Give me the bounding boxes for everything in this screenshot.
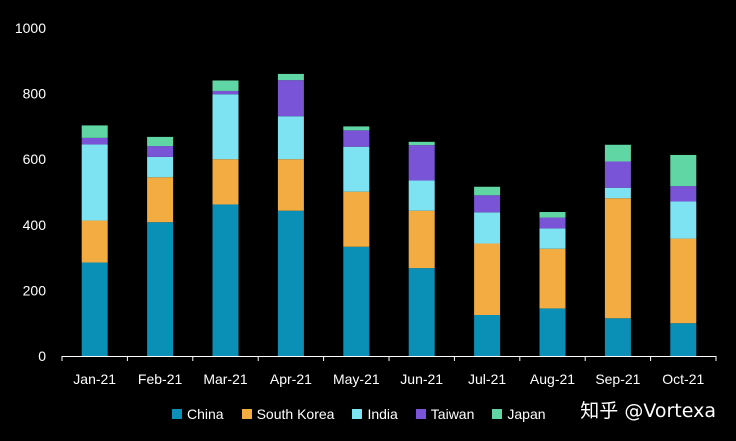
x-tick-label: Oct-21 [662, 371, 704, 387]
bar-segment-china [81, 262, 108, 356]
bar-segment-taiwan [147, 146, 174, 157]
bar-segment-japan [343, 126, 370, 131]
bar-segment-china [277, 210, 304, 356]
bar-segment-japan [212, 80, 239, 91]
bar-segment-india [343, 146, 370, 192]
bar-segment-japan [474, 186, 501, 196]
bar-segment-china [604, 318, 631, 356]
watermark: 知乎 @Vortexa [580, 400, 716, 422]
x-tick-label: Apr-21 [270, 371, 312, 387]
bar-segment-south-korea [408, 210, 435, 269]
bar-segment-south-korea [539, 248, 566, 309]
legend-item-japan: Japan [492, 406, 546, 422]
legend-item-india: India [352, 406, 398, 422]
x-tick-label: Mar-21 [203, 371, 248, 387]
bar-segment-japan [670, 154, 697, 187]
legend-label: South Korea [256, 406, 335, 422]
bar-segment-india [212, 94, 239, 160]
bar-segment-india [539, 228, 566, 249]
bar-segment-taiwan [212, 90, 239, 95]
bar-segment-china [343, 246, 370, 356]
y-tick-label: 200 [23, 282, 47, 298]
bar-segment-taiwan [408, 145, 435, 181]
legend-item-china: China [172, 406, 224, 422]
bar-segment-south-korea [343, 191, 370, 247]
legend-item-south-korea: South Korea [241, 406, 335, 422]
bar-segment-south-korea [81, 220, 108, 263]
y-tick-label: 800 [23, 86, 47, 102]
y-tick-label: 0 [38, 348, 46, 364]
bar-segment-china [212, 204, 239, 356]
x-axis-ticks: Jan-21 Feb-21 Mar-21 Apr-21 May-21 Jun-21 Jul-… [61, 356, 717, 387]
bar-segment-india [474, 212, 501, 244]
bar-segment-india [81, 144, 108, 221]
x-tick-label: May-21 [333, 371, 380, 387]
x-tick-label: Jul-21 [468, 371, 506, 387]
y-tick-label: 1000 [15, 20, 46, 36]
legend-label: China [187, 406, 224, 422]
bar-segment-japan [147, 136, 174, 147]
bar-segment-south-korea [474, 243, 501, 315]
bar-segment-south-korea [212, 159, 239, 205]
bar-segment-taiwan [604, 161, 631, 188]
x-tick-label: Sep-21 [595, 371, 640, 387]
bar-segment-south-korea [277, 159, 304, 211]
bar-segment-taiwan [474, 195, 501, 213]
bar-segment-india [277, 116, 304, 160]
bar-segment-india [604, 187, 631, 199]
legend-label: Japan [507, 406, 546, 422]
legend-swatch [352, 409, 363, 419]
bar-segment-japan [408, 141, 435, 146]
bar-segment-taiwan [539, 217, 566, 229]
bar-segment-japan [81, 125, 108, 138]
y-tick-label: 600 [23, 151, 47, 167]
y-axis-ticks: 0 200 400 600 800 1000 [15, 20, 46, 364]
bar-segment-south-korea [147, 177, 174, 223]
legend-swatch [241, 409, 252, 419]
x-tick-label: Jun-21 [400, 371, 443, 387]
bar-series [81, 73, 697, 356]
bar-segment-china [539, 308, 566, 356]
legend-swatch [492, 409, 503, 419]
legend-swatch [172, 409, 182, 419]
legend-item-taiwan: Taiwan [415, 406, 475, 422]
bar-segment-taiwan [81, 137, 108, 145]
bar-segment-china [474, 315, 501, 356]
x-tick-label: Jan-21 [73, 371, 116, 387]
legend: China South Korea India Taiwan Japan [172, 406, 564, 422]
bar-segment-taiwan [343, 130, 370, 147]
bar-segment-south-korea [604, 198, 631, 319]
y-tick-label: 400 [23, 217, 47, 233]
bar-segment-japan [604, 144, 631, 162]
bar-segment-japan [277, 73, 304, 81]
bar-segment-south-korea [670, 238, 697, 324]
bar-segment-china [147, 222, 174, 356]
legend-label: Taiwan [430, 406, 475, 422]
bar-segment-india [147, 156, 174, 178]
legend-swatch [415, 409, 426, 419]
x-tick-label: Feb-21 [138, 371, 183, 387]
bar-segment-india [670, 201, 697, 239]
bar-segment-china [670, 323, 697, 356]
bar-segment-taiwan [670, 186, 697, 202]
x-tick-label: Aug-21 [530, 371, 575, 387]
bar-segment-china [408, 268, 435, 356]
bar-segment-japan [539, 212, 566, 218]
bar-segment-india [408, 180, 435, 211]
bar-segment-taiwan [277, 80, 304, 117]
legend-label: India [367, 406, 398, 422]
